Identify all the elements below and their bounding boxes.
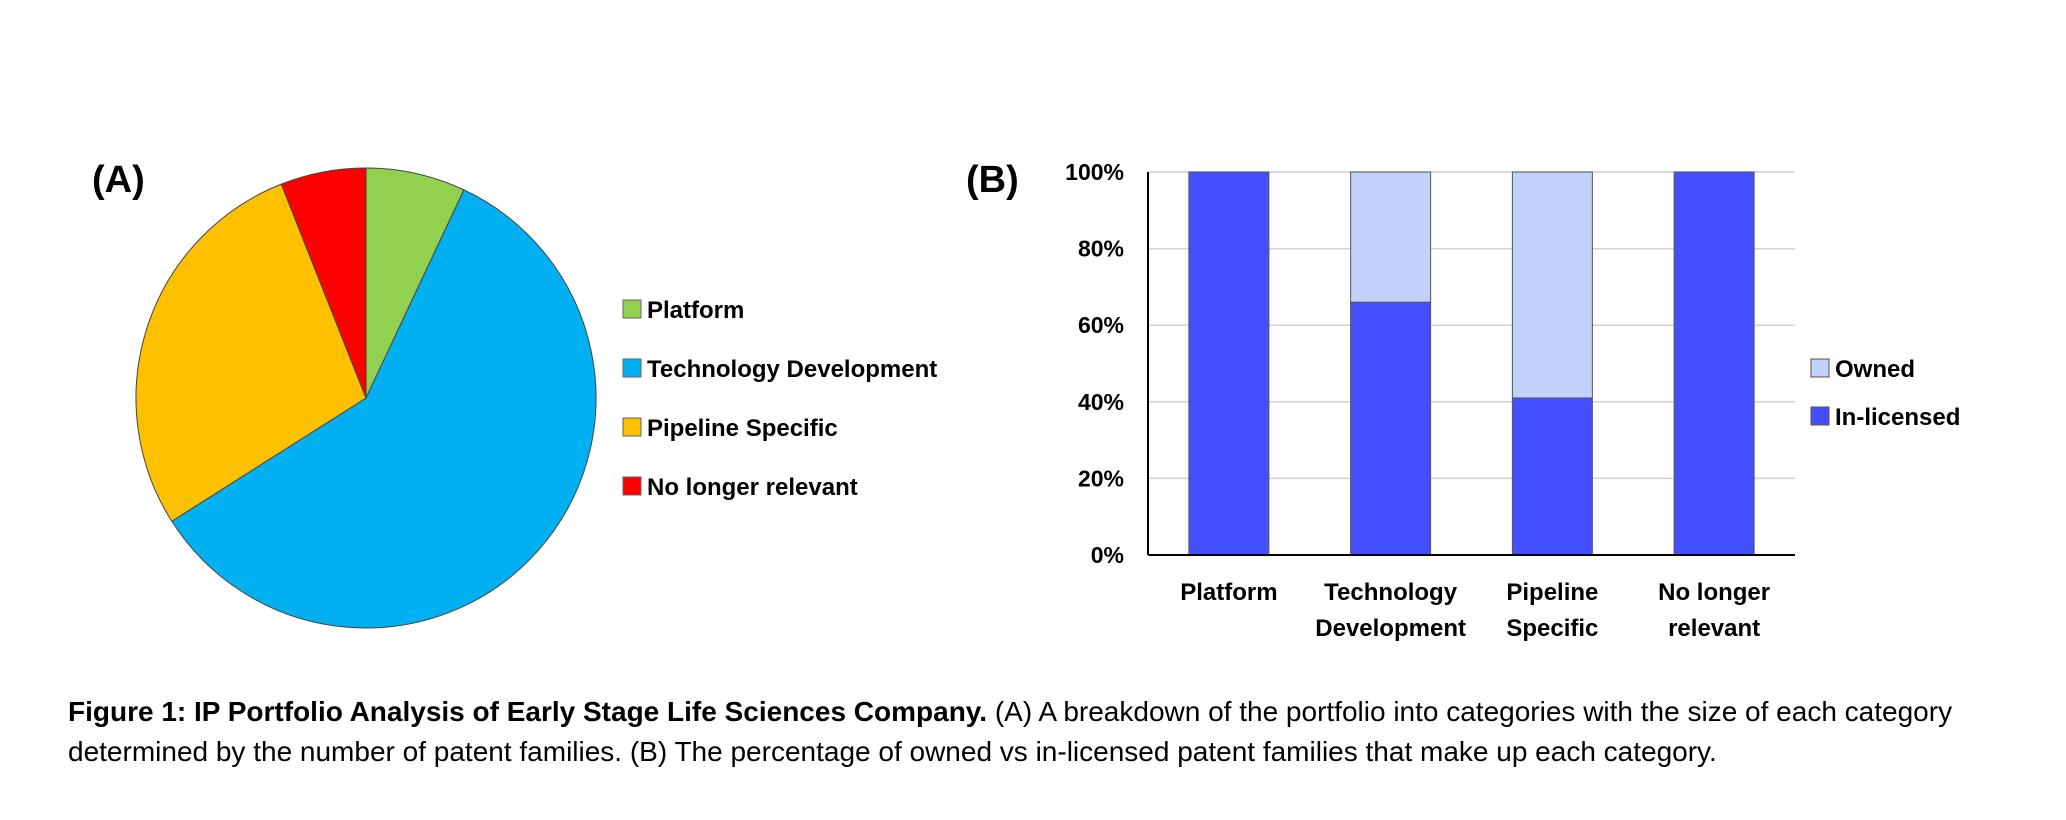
- bar-in-licensed-platform: [1188, 171, 1270, 556]
- panel-label-b: (B): [966, 159, 1019, 201]
- legend-label-technology-development: Technology Development: [647, 356, 937, 383]
- x-tick-label: No longer: [1658, 579, 1770, 606]
- pie-slice-technology-development: [171, 189, 597, 629]
- bar-owned-pipeline-specific: [1511, 171, 1593, 399]
- pie-slice-platform: [365, 167, 465, 399]
- legend-label-pipeline-specific: Pipeline Specific: [647, 415, 838, 442]
- panel-label-a: (A): [92, 159, 145, 201]
- caption-label: Figure 1: IP Portfolio Analysis of Early…: [68, 696, 988, 727]
- y-tick-label: 20%: [1078, 465, 1124, 491]
- y-tick-label: 0%: [1091, 542, 1124, 568]
- pie-chart: [135, 167, 597, 629]
- pie-slice-no-longer-relevant: [280, 167, 367, 399]
- x-tick-label: relevant: [1668, 615, 1760, 642]
- y-tick-label: 60%: [1078, 312, 1124, 338]
- x-tick-label: Specific: [1506, 615, 1598, 642]
- bar-axes: [1147, 172, 1795, 556]
- y-tick-label: 100%: [1065, 159, 1124, 185]
- legend-swatch-platform: [622, 299, 642, 319]
- bar-legend: Owned In-licensed: [1810, 356, 1960, 431]
- bar-in-licensed-pipeline-specific: [1511, 397, 1593, 556]
- legend-label-in-licensed: In-licensed: [1835, 404, 1960, 431]
- x-tick-label: Pipeline: [1506, 579, 1598, 606]
- x-tick-label: Platform: [1180, 579, 1277, 606]
- y-tick-label: 80%: [1078, 236, 1124, 262]
- bar-in-licensed-no-longer-relevant: [1673, 171, 1755, 556]
- legend-swatch-in-licensed: [1810, 406, 1830, 426]
- x-tick-label: Technology: [1324, 579, 1458, 606]
- bar-owned-technology-development: [1350, 171, 1432, 303]
- figure-caption: Figure 1: IP Portfolio Analysis of Early…: [68, 692, 2028, 772]
- legend-swatch-owned: [1810, 358, 1830, 378]
- stacked-bar-chart: [1188, 171, 1755, 556]
- legend-label-no-longer-relevant: No longer relevant: [647, 474, 858, 501]
- pie-slice-pipeline-specific: [135, 183, 367, 522]
- y-tick-label: 40%: [1078, 389, 1124, 415]
- pie-legend: Platform Technology Development Pipeline S…: [622, 297, 937, 501]
- bar-in-licensed-technology-development: [1350, 301, 1432, 556]
- legend-label-platform: Platform: [647, 297, 744, 324]
- x-tick-label: Development: [1315, 615, 1466, 642]
- legend-swatch-technology-development: [622, 358, 642, 378]
- caption-text: (A) A breakdown of the portfolio into ca…: [68, 696, 1953, 767]
- x-axis-labels: Platform Technology Development Pipeline Spe…: [1180, 579, 1770, 642]
- legend-label-owned: Owned: [1835, 356, 1915, 383]
- y-axis-ticks: 0% 20% 40% 60% 80% 100%: [1065, 159, 1124, 568]
- legend-swatch-pipeline-specific: [622, 417, 642, 437]
- legend-swatch-no-longer-relevant: [622, 476, 642, 496]
